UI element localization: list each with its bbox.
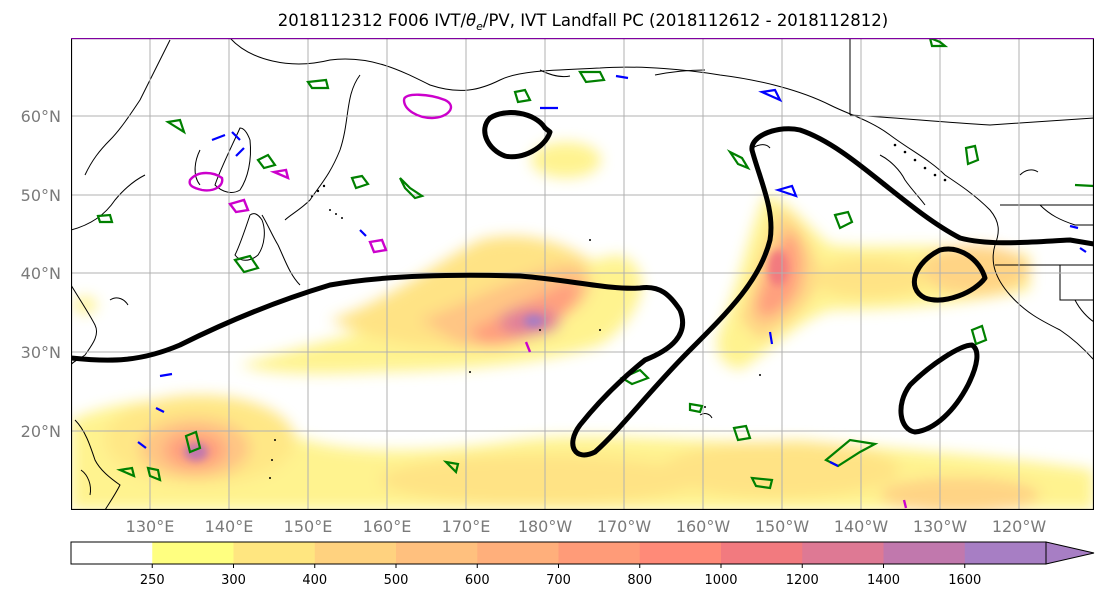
colorbar-segment — [802, 542, 884, 564]
colorbar-segment — [152, 542, 234, 564]
lon-label: 150°W — [755, 517, 810, 536]
colorbar-tick-label: 1000 — [704, 573, 737, 588]
lon-label: 180°W — [518, 517, 573, 536]
pv-contours-magenta — [188, 93, 908, 509]
colorbar-tick-label: 1600 — [948, 573, 981, 588]
colorbar-tick-label: 800 — [627, 573, 652, 588]
lat-label: 20°N — [21, 422, 61, 441]
colorbar-segments — [71, 542, 1047, 564]
lon-label: 140°W — [834, 517, 889, 536]
lon-label: 150°E — [284, 517, 333, 536]
lon-label: 140°E — [205, 517, 254, 536]
lat-label: 50°N — [21, 186, 61, 205]
pv-contours-blue — [137, 74, 1087, 467]
map-panel — [71, 38, 1094, 510]
colorbar-tick-label: 500 — [384, 573, 409, 588]
theta-e-contours — [71, 110, 1094, 458]
colorbar-segment — [396, 542, 478, 564]
coast-detail — [269, 143, 947, 479]
colorbar-segment — [721, 542, 803, 564]
lon-label: 170°W — [597, 517, 652, 536]
colorbar-segment — [233, 542, 316, 564]
lon-labels: 130°E 140°E 150°E 160°E 170°E 180°W 170°… — [126, 517, 1047, 536]
lat-label: 30°N — [21, 343, 61, 362]
pv-contours-green — [96, 38, 1094, 490]
lon-label: 160°E — [363, 517, 412, 536]
lon-label: 120°W — [992, 517, 1047, 536]
colorbar-segment — [558, 542, 641, 564]
colorbar-segment — [639, 542, 722, 564]
colorbar-segment — [883, 542, 966, 564]
lat-label: 60°N — [21, 107, 61, 126]
map-title: 2018112312 F006 IVT/θe/PV, IVT Landfall … — [278, 11, 888, 33]
colorbar-extend-arrow — [1045, 541, 1095, 565]
colorbar-tick-label: 700 — [546, 573, 571, 588]
colorbar-segment — [964, 542, 1047, 564]
lon-label: 160°W — [676, 517, 731, 536]
colorbar-tick-label: 600 — [465, 573, 490, 588]
colorbar-segment — [71, 542, 153, 564]
lat-labels: 60°N 50°N 40°N 30°N 20°N — [21, 107, 61, 441]
colorbar-tick-label: 400 — [302, 573, 327, 588]
colorbar-tick-label: 250 — [140, 573, 165, 588]
colorbar: 250 300 400 500 600 700 800 1000 1200 1400 1600 — [70, 541, 1095, 588]
lon-label: 130°E — [126, 517, 175, 536]
lat-label: 40°N — [21, 264, 61, 283]
colorbar-segment — [477, 542, 559, 564]
lon-label: 130°W — [913, 517, 968, 536]
colorbar-ticks: 250 300 400 500 600 700 800 1000 1200 1400 1600 — [140, 564, 981, 588]
colorbar-segment — [314, 542, 397, 564]
colorbar-tick-label: 1200 — [786, 573, 819, 588]
colorbar-tick-label: 1400 — [867, 573, 900, 588]
lon-label: 170°E — [442, 517, 491, 536]
colorbar-tick-label: 300 — [221, 573, 246, 588]
gridlines — [71, 38, 1094, 510]
